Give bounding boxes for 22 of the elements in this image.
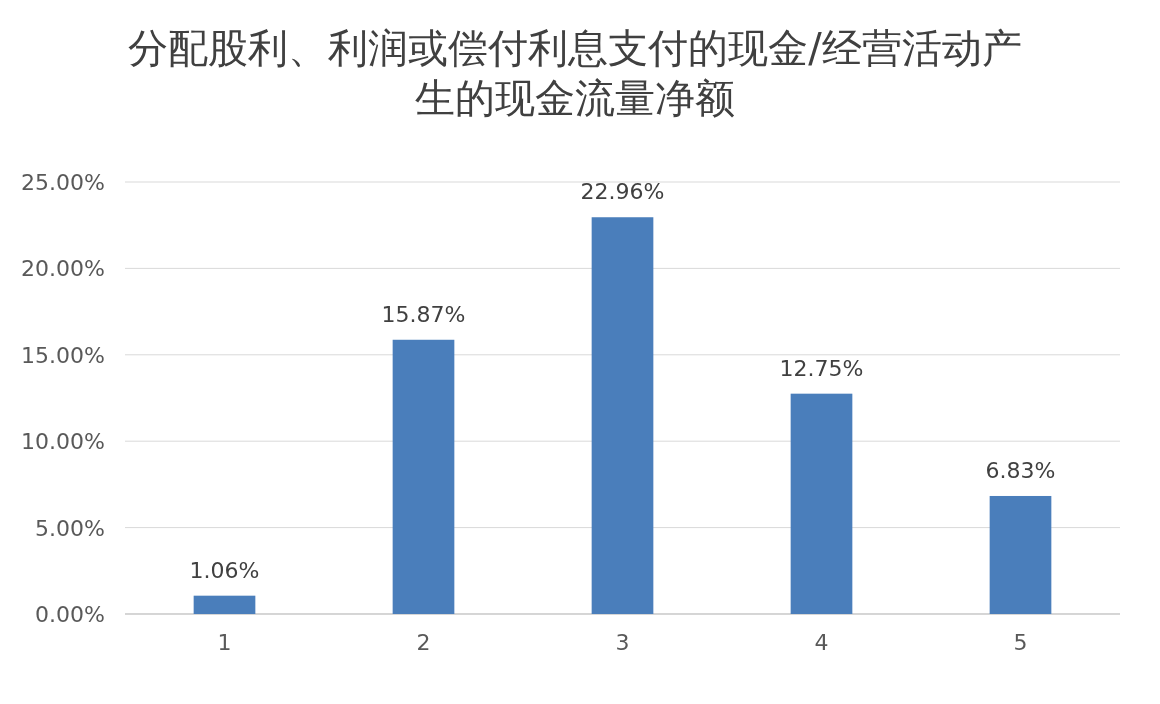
x-tick-label: 4 bbox=[814, 630, 829, 655]
data-label: 15.87% bbox=[381, 301, 466, 327]
data-label: 22.96% bbox=[580, 179, 665, 205]
x-tick-label: 1 bbox=[217, 630, 232, 655]
y-tick-label: 10.00% bbox=[21, 429, 105, 455]
y-tick-label: 5.00% bbox=[35, 515, 105, 541]
data-label: 12.75% bbox=[779, 355, 864, 381]
bar bbox=[591, 217, 654, 614]
bar bbox=[989, 495, 1052, 614]
y-tick-label: 20.00% bbox=[21, 256, 105, 282]
bar bbox=[790, 393, 853, 614]
y-tick-label: 0.00% bbox=[35, 602, 105, 627]
chart-title: 分配股利、利润或偿付利息支付的现金/经营活动产生的现金流量净额 bbox=[128, 25, 1022, 121]
x-tick-label: 2 bbox=[416, 630, 431, 655]
x-tick-label: 5 bbox=[1013, 630, 1028, 655]
y-tick-label: 25.00% bbox=[21, 170, 105, 195]
data-label: 1.06% bbox=[189, 557, 260, 583]
bar bbox=[193, 595, 256, 614]
y-tick-label: 15.00% bbox=[21, 342, 105, 368]
x-tick-label: 3 bbox=[615, 630, 630, 655]
bar bbox=[392, 339, 455, 614]
data-label: 6.83% bbox=[985, 457, 1056, 483]
